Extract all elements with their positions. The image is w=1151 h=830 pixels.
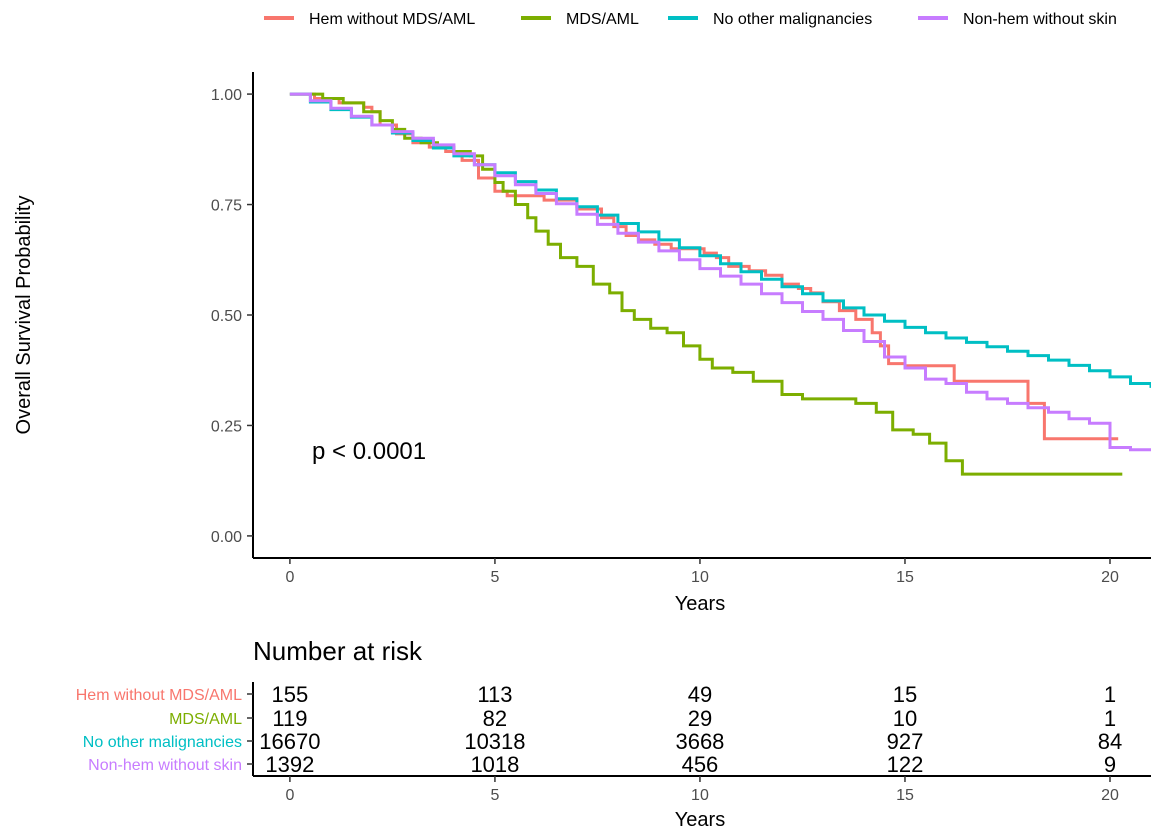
risk-count: 1018	[470, 752, 519, 777]
p-value-annotation: p < 0.0001	[312, 438, 426, 465]
x-tick-label: 15	[896, 569, 914, 586]
risk-count: 927	[887, 729, 924, 754]
curve-series-3	[289, 92, 1151, 452]
risk-row-label: No other malignancies	[83, 734, 242, 751]
x-tick-label: 20	[1101, 569, 1119, 586]
y-axis-title: Overall Survival Probability	[13, 196, 35, 435]
risk-x-ticks: 0 5 10 15 20	[285, 776, 1119, 804]
risk-count: 113	[477, 682, 512, 707]
risk-count: 82	[483, 706, 507, 731]
y-tick-label: 0.25	[211, 418, 242, 435]
risk-count: 10318	[464, 729, 525, 754]
risk-count: 49	[688, 682, 712, 707]
risk-count: 29	[688, 706, 712, 731]
risk-count: 84	[1098, 729, 1122, 754]
x-ticks: 0 5 10 15 20	[285, 558, 1119, 586]
risk-table-axes	[252, 682, 1151, 777]
risk-x-tick-label: 15	[896, 787, 914, 804]
legend-label-mds: MDS/AML	[566, 11, 639, 28]
risk-count: 1	[1104, 706, 1116, 731]
curve-series-0	[289, 92, 1119, 441]
risk-count: 9	[1104, 752, 1116, 777]
x-tick-label: 0	[285, 569, 294, 586]
curve-series-1	[289, 92, 1123, 476]
y-tick-label: 0.00	[211, 529, 242, 546]
y-ticks: 0.00 0.25 0.50 0.75 1.00	[211, 87, 253, 546]
risk-count: 155	[272, 682, 309, 707]
risk-row-label: Hem without MDS/AML	[76, 687, 242, 704]
risk-table-title: Number at risk	[253, 636, 423, 666]
risk-x-tick-label: 10	[691, 787, 709, 804]
legend-label-hem: Hem without MDS/AML	[309, 11, 475, 28]
risk-x-tick-label: 0	[285, 787, 294, 804]
survival-curves	[289, 92, 1151, 476]
x-tick-label: 10	[691, 569, 709, 586]
risk-count: 15	[893, 682, 917, 707]
y-tick-label: 0.50	[211, 308, 242, 325]
risk-count: 16670	[259, 729, 320, 754]
risk-x-tick-label: 20	[1101, 787, 1119, 804]
risk-count: 1	[1104, 682, 1116, 707]
curve-series-2	[289, 92, 1151, 388]
risk-count: 1392	[265, 752, 314, 777]
y-tick-label: 0.75	[211, 198, 242, 215]
legend: Hem without MDS/AML MDS/AML No other mal…	[264, 11, 1117, 28]
risk-count: 456	[682, 752, 719, 777]
risk-x-axis-title: Years	[675, 809, 725, 830]
risk-table-rows: Hem without MDS/AML 155 113 49 15 1 MDS/AML 119…	[76, 682, 1123, 777]
risk-row-label: MDS/AML	[169, 711, 242, 728]
x-tick-label: 5	[490, 569, 499, 586]
x-axis-title: Years	[675, 593, 725, 615]
risk-count: 3668	[675, 729, 724, 754]
risk-x-tick-label: 5	[490, 787, 499, 804]
risk-row-label: Non-hem without skin	[88, 757, 242, 774]
risk-count: 119	[272, 706, 307, 731]
legend-label-nonhem: Non-hem without skin	[963, 11, 1117, 28]
risk-count: 122	[887, 752, 924, 777]
risk-count: 10	[893, 706, 917, 731]
main-plot-axes	[252, 72, 1151, 559]
legend-label-no-other: No other malignancies	[713, 11, 872, 28]
y-tick-label: 1.00	[211, 87, 242, 104]
